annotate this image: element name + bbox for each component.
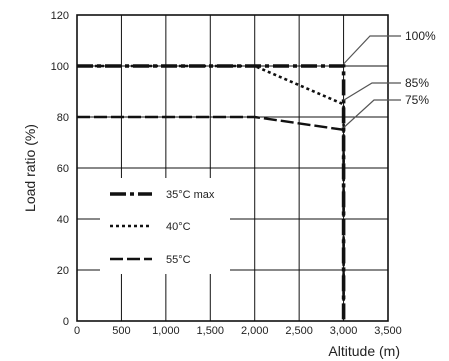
y-tick-label: 40: [57, 214, 69, 226]
y-axis-label: Load ratio (%): [22, 124, 38, 212]
x-tick-label: 2,000: [241, 325, 269, 337]
series-layer: [77, 64, 346, 321]
tick-labels: 0 500 1,000 1,500 2,000 2,500 3,000 3,500 0 20 40 6…: [51, 10, 402, 337]
annotation-leader-0: [343, 35, 401, 65]
x-tick-label: 0: [74, 325, 80, 337]
y-tick-label: 120: [51, 10, 69, 22]
legend-label-1: 40°C: [166, 221, 191, 233]
y-tick-label: 0: [63, 316, 69, 328]
grid-lines: [77, 15, 388, 321]
annotation-label-1: 85%: [405, 76, 429, 90]
y-tick-label: 20: [57, 265, 69, 277]
y-tick-label: 60: [57, 163, 69, 175]
x-tick-label: 500: [112, 325, 130, 337]
plot-frame: [76, 14, 389, 322]
x-tick-label: 3,000: [330, 325, 358, 337]
annotation-label-0: 100%: [405, 29, 436, 43]
legend-label-2: 55°C: [166, 254, 191, 266]
x-tick-label: 1,000: [152, 325, 180, 337]
annotation-leader-1: [343, 82, 401, 101]
x-tick-label: 3,500: [374, 325, 402, 337]
annotations: 100% 85% 75%: [343, 29, 436, 129]
annotation-label-2: 75%: [405, 93, 429, 107]
x-tick-label: 2,500: [285, 325, 313, 337]
y-tick-label: 100: [51, 61, 69, 73]
legend: 35°C max 40°C 55°C: [100, 178, 230, 274]
annotation-leader-2: [343, 99, 401, 129]
x-tick-label: 1,500: [197, 325, 225, 337]
x-axis-label: Altitude (m): [328, 343, 400, 359]
series-line-0: [77, 64, 346, 321]
y-tick-label: 80: [57, 112, 69, 124]
legend-label-0: 35°C max: [166, 189, 215, 201]
